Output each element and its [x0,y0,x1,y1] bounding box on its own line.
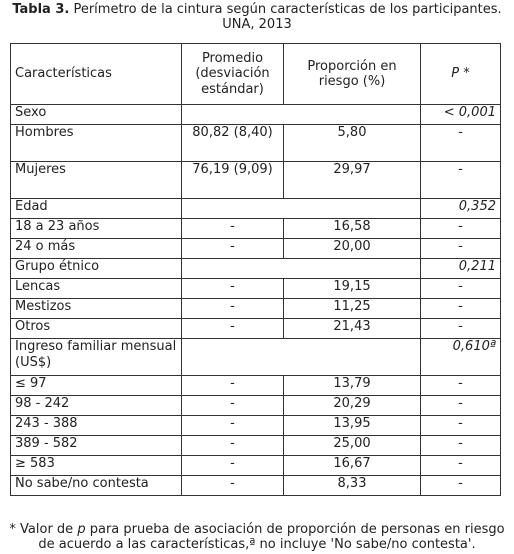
row-p-value: - [420,124,501,162]
table-row: 24 o más -20,00- [10,238,501,259]
row-label: Mestizos [10,298,182,319]
table-row: Mujeres 76,19 (9,09) 29,97- [10,161,501,199]
row-average: - [181,218,284,239]
table-row: 18 a 23 años -16,58- [10,218,501,239]
table-row: Otros -21,43- [10,318,501,339]
empty-cell [181,338,421,376]
row-label: 389 - 582 [10,435,182,456]
data-table: Características Promedio (desviación est… [10,43,501,496]
row-average: - [181,475,284,496]
header-characteristics: Características [10,43,182,105]
row-p-value: - [420,161,501,199]
row-p-value: - [420,375,501,396]
row-proportion: 20,29 [283,395,421,416]
row-proportion: 11,25 [283,298,421,319]
row-label: Ingreso familiar mensual (US$) [10,338,182,376]
table-row: ≤ 97-13,79- [10,375,501,396]
row-label: Edad [10,198,182,219]
row-p-value: 0,610ª [420,338,501,376]
row-label: ≥ 583 [10,455,182,476]
row-average: - [181,415,284,436]
table-row: 98 - 242-20,29- [10,395,501,416]
row-label: 18 a 23 años [10,218,182,239]
header-proportion: Proporción en riesgo (%) [283,43,421,105]
group-row: Sexo < 0,001 [10,104,501,125]
row-proportion: 16,58 [283,218,421,239]
row-proportion: 13,79 [283,375,421,396]
row-label: Mujeres [10,161,182,199]
row-p-value: 0,211 [420,258,501,279]
row-p-value: - [420,395,501,416]
row-p-value: - [420,278,501,299]
table-row: 389 - 582-25,00- [10,435,501,456]
header-p: P * [420,43,501,105]
row-label: Otros [10,318,182,339]
caption-label: Tabla 3. [12,2,70,17]
row-average: - [181,318,284,339]
row-proportion: 16,67 [283,455,421,476]
row-proportion: 8,33 [283,475,421,496]
table-row: ≥ 583-16,67- [10,455,501,476]
row-label: No sabe/no contesta [10,475,182,496]
table-row: Mestizos -11,25- [10,298,501,319]
footnote-star: * Valor de [9,522,78,537]
row-label: Sexo [10,104,182,125]
row-average: - [181,375,284,396]
row-p-value: - [420,475,501,496]
header-average: Promedio (desviación estándar) [181,43,284,105]
table-row: Hombres 80,82 (8,40) 5,80- [10,124,501,162]
row-p-value: - [420,415,501,436]
row-p-value: 0,352 [420,198,501,219]
row-proportion: 19,15 [283,278,421,299]
caption-line2: UNA, 2013 [222,17,292,32]
row-p-value: - [420,435,501,456]
row-average: - [181,238,284,259]
footnote-p: p [77,522,86,537]
row-proportion: 13,95 [283,415,421,436]
row-label: Lencas [10,278,182,299]
footnote-rest1: para prueba de asociación de proporción … [85,522,505,537]
table-caption: Tabla 3. Perímetro de la cintura según c… [0,2,514,32]
row-label: Grupo étnico [10,258,182,279]
table-row: No sabe/no contesta -8,33- [10,475,501,496]
empty-cell [181,258,421,279]
row-average: - [181,298,284,319]
row-proportion: 25,00 [283,435,421,456]
group-row: Grupo étnico 0,211 [10,258,501,279]
group-row: Edad 0,352 [10,198,501,219]
table-row: Lencas -19,15- [10,278,501,299]
row-proportion: 20,00 [283,238,421,259]
row-average: - [181,455,284,476]
row-proportion: 29,97 [283,161,421,199]
table-row: 243 - 388-13,95- [10,415,501,436]
table-footnote: * Valor de p para prueba de asociación d… [0,522,514,552]
empty-cell [181,198,421,219]
group-row: Ingreso familiar mensual (US$) 0,610ª [10,338,501,376]
row-label: ≤ 97 [10,375,182,396]
row-p-value: < 0,001 [420,104,501,125]
table-header-row: Características Promedio (desviación est… [10,43,501,105]
empty-cell [181,104,421,125]
row-label: 24 o más [10,238,182,259]
footnote-line2: de acuerdo a las características,ª no in… [38,537,476,552]
row-average: 80,82 (8,40) [181,124,284,162]
row-p-value: - [420,238,501,259]
row-p-value: - [420,455,501,476]
row-average: - [181,278,284,299]
row-proportion: 21,43 [283,318,421,339]
row-p-value: - [420,318,501,339]
row-p-value: - [420,298,501,319]
row-average: - [181,435,284,456]
row-label: 98 - 242 [10,395,182,416]
caption-text: Perímetro de la cintura según caracterís… [69,2,502,17]
row-proportion: 5,80 [283,124,421,162]
row-average: - [181,395,284,416]
row-p-value: - [420,218,501,239]
row-average: 76,19 (9,09) [181,161,284,199]
row-label: Hombres [10,124,182,162]
row-label: 243 - 388 [10,415,182,436]
